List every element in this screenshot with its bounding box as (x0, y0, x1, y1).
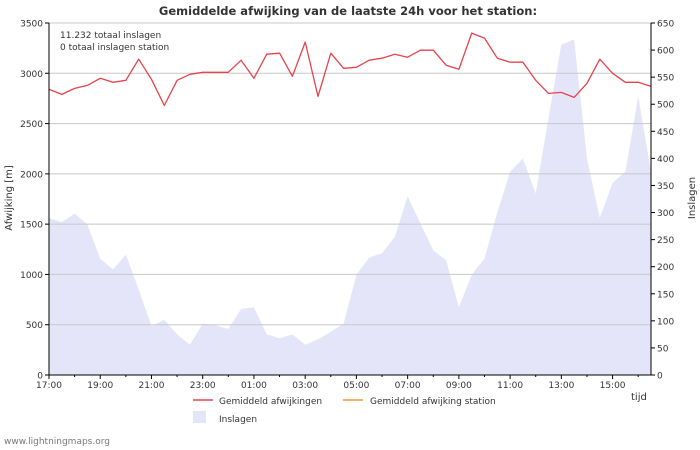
series-layer (48, 32, 652, 107)
x-axis-label: tijd (631, 392, 647, 403)
legend-label-deviation: Gemiddeld afwijkingen (219, 397, 322, 407)
axes-layer: 0 500 1000 1500 2000 2500 3000 3500 0 50 100 150 200… (20, 20, 674, 392)
y-right-tick-label: 200 (657, 263, 674, 273)
x-tick-label: 23:00 (190, 381, 216, 391)
y-right-tick-label: 100 (657, 317, 674, 327)
chart-title: Gemiddelde afwijking van de laatste 24h … (159, 4, 537, 18)
x-tick-label: 03:00 (292, 381, 318, 391)
y-axis-left-label: Afwijking [m] (4, 165, 15, 231)
x-tick-label: 21:00 (138, 381, 164, 391)
x-tick-label: 07:00 (395, 381, 421, 391)
y-right-tick-label: 600 (657, 47, 674, 57)
y-left-tick-label: 2000 (20, 170, 43, 180)
y-right-tick-label: 0 (657, 372, 663, 382)
x-tick-label: 13:00 (548, 381, 574, 391)
watermark: www.lightningmaps.org (4, 437, 110, 447)
x-tick-label: 19:00 (87, 381, 113, 391)
y-right-tick-label: 650 (657, 20, 674, 30)
strikes-area-layer (49, 39, 651, 375)
y-left-tick-label: 2500 (20, 120, 43, 130)
y-left-tick-label: 3500 (20, 20, 43, 30)
x-tick-label: 05:00 (343, 381, 369, 391)
y-left-tick-label: 0 (37, 372, 43, 382)
legend-swatch-strikes (193, 411, 206, 423)
y-right-tick-label: 150 (657, 290, 674, 300)
x-tick-label: 15:00 (600, 381, 626, 391)
y-left-tick-label: 1000 (20, 271, 43, 281)
y-right-tick-label: 550 (657, 74, 674, 84)
y-right-tick-label: 450 (657, 128, 674, 138)
legend: Gemiddeld afwijkingen Gemiddeld afwijkin… (193, 397, 496, 425)
y-right-tick-label: 300 (657, 209, 674, 219)
legend-label-strikes: Inslagen (219, 415, 257, 425)
legend-label-station: Gemiddeld afwijking station (370, 397, 496, 407)
info-line-total: 11.232 totaal inslagen (60, 31, 161, 41)
y-right-tick-label: 350 (657, 182, 674, 192)
y-axis-right-label: Inslagen (687, 177, 698, 219)
y-right-tick-label: 500 (657, 101, 674, 111)
info-line-station: 0 totaal inslagen station (60, 43, 169, 53)
x-tick-label: 01:00 (241, 381, 267, 391)
series-line-0 (48, 32, 652, 107)
x-tick-label: 09:00 (446, 381, 472, 391)
y-right-tick-label: 50 (657, 344, 669, 354)
y-left-tick-label: 1500 (20, 221, 43, 231)
y-left-tick-label: 500 (26, 321, 43, 331)
x-tick-label: 17:00 (36, 381, 62, 391)
x-tick-label: 11:00 (497, 381, 523, 391)
y-left-tick-label: 3000 (20, 70, 43, 80)
y-right-tick-label: 250 (657, 236, 674, 246)
strikes-area (49, 39, 651, 375)
y-right-tick-label: 400 (657, 155, 674, 165)
grid-layer (49, 22, 651, 326)
